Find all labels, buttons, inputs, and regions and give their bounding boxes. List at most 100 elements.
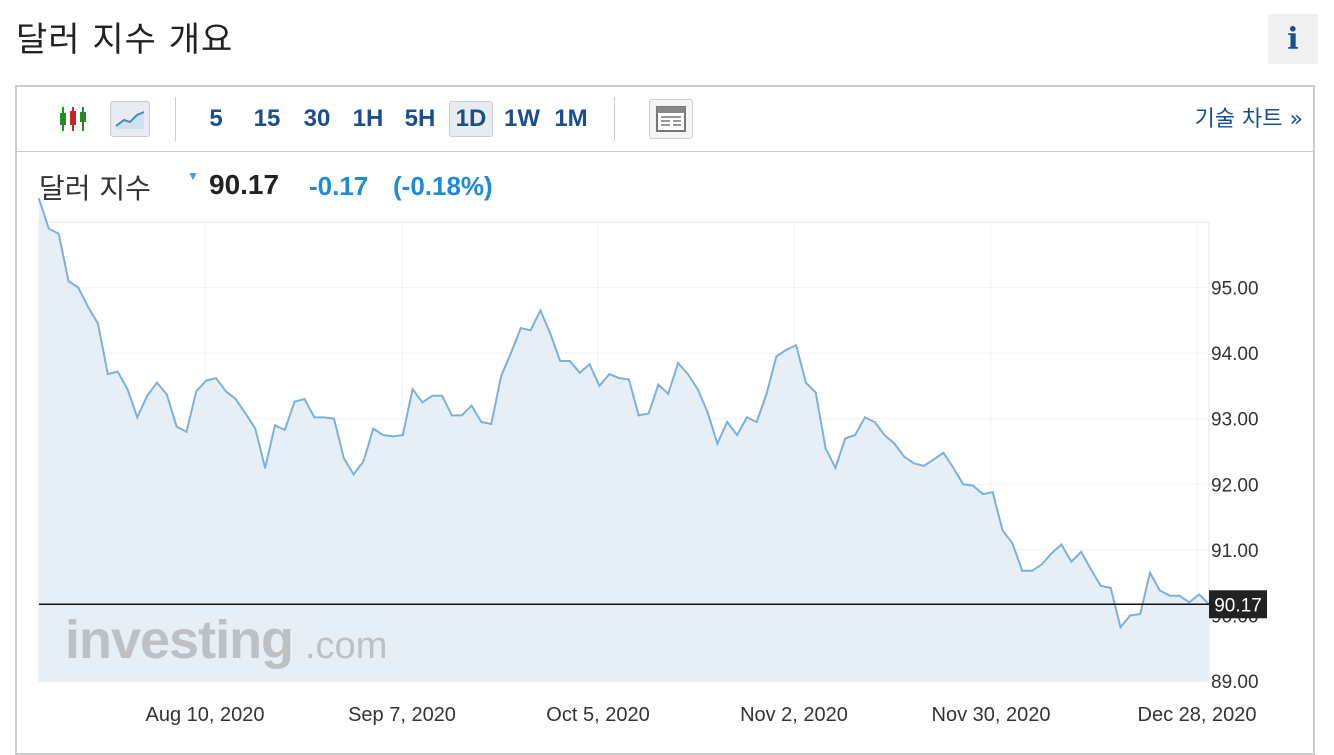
data-point xyxy=(509,352,512,355)
data-point xyxy=(352,473,355,476)
data-point xyxy=(1139,613,1142,616)
data-point xyxy=(539,309,542,312)
data-point xyxy=(323,416,326,419)
timeframe-30[interactable]: 30 xyxy=(303,105,331,132)
data-point xyxy=(126,388,129,391)
investing-watermark-suffix: .com xyxy=(305,625,387,667)
data-point xyxy=(647,412,650,415)
data-point xyxy=(1011,542,1014,545)
data-point xyxy=(293,400,296,403)
data-point xyxy=(106,373,109,376)
info-button[interactable]: i xyxy=(1268,14,1318,64)
data-point xyxy=(578,371,581,374)
data-point xyxy=(824,447,827,450)
data-point xyxy=(205,379,208,382)
y-tick-label: 93.00 xyxy=(1211,410,1259,431)
data-point xyxy=(962,483,965,486)
investing-watermark: investing xyxy=(65,610,293,670)
data-point xyxy=(1178,594,1181,597)
data-point xyxy=(480,420,483,423)
candlestick-icon[interactable] xyxy=(53,101,93,137)
data-point xyxy=(667,392,670,395)
data-point xyxy=(696,388,699,391)
data-point xyxy=(431,394,434,397)
data-point xyxy=(765,392,768,395)
chart-widget: 5 15 30 1H 5H 1D 1W 1M 기술 차트 » 달러 지수 ▼ 9… xyxy=(15,85,1315,755)
data-point xyxy=(775,355,778,358)
timeframe-5h[interactable]: 5H xyxy=(404,105,436,132)
data-point xyxy=(283,428,286,431)
chart-toolbar: 5 15 30 1H 5H 1D 1W 1M 기술 차트 » xyxy=(17,87,1313,152)
down-arrow-icon: ▼ xyxy=(187,169,199,183)
data-point xyxy=(1168,594,1171,597)
data-point xyxy=(932,458,935,461)
area-fill xyxy=(39,199,1209,681)
data-point xyxy=(362,460,365,463)
data-point xyxy=(401,434,404,437)
x-tick-label: Nov 2, 2020 xyxy=(740,704,848,726)
y-tick-label: 95.00 xyxy=(1211,279,1259,300)
data-point xyxy=(893,442,896,445)
data-point xyxy=(1031,569,1034,572)
data-point xyxy=(686,373,689,376)
news-layout-icon[interactable] xyxy=(649,99,693,139)
data-point xyxy=(470,404,473,407)
current-price-label: 90.17 xyxy=(1214,595,1262,616)
data-point xyxy=(490,422,493,425)
data-point xyxy=(1188,601,1191,604)
data-point xyxy=(391,435,394,438)
timeframe-1h[interactable]: 1H xyxy=(352,105,384,132)
data-point xyxy=(873,420,876,423)
data-point xyxy=(1060,543,1063,546)
toolbar-divider xyxy=(614,97,615,141)
data-point xyxy=(991,491,994,494)
data-point xyxy=(834,466,837,469)
data-point xyxy=(952,466,955,469)
y-tick-label: 94.00 xyxy=(1211,344,1259,365)
data-point xyxy=(116,370,119,373)
data-point xyxy=(657,383,660,386)
data-point xyxy=(1090,568,1093,571)
data-point xyxy=(981,493,984,496)
data-point xyxy=(922,464,925,467)
data-point xyxy=(559,360,562,363)
data-point xyxy=(795,344,798,347)
data-point xyxy=(637,414,640,417)
data-point xyxy=(313,416,316,419)
data-point xyxy=(942,451,945,454)
y-tick-label: 91.00 xyxy=(1211,541,1259,562)
data-point xyxy=(87,306,90,309)
timeframe-5[interactable]: 5 xyxy=(209,105,223,132)
x-tick-label: Oct 5, 2020 xyxy=(546,704,649,726)
timeframe-1m[interactable]: 1M xyxy=(554,105,588,132)
quote-change: -0.17 xyxy=(309,171,369,201)
data-point xyxy=(1040,563,1043,566)
data-point xyxy=(450,414,453,417)
timeframe-15[interactable]: 15 xyxy=(253,105,281,132)
data-point xyxy=(77,286,80,289)
current-price-badge xyxy=(1209,590,1267,619)
x-tick-label: Dec 28, 2020 xyxy=(1138,704,1257,726)
timeframe-1d[interactable]: 1D xyxy=(449,101,493,137)
timeframe-1w[interactable]: 1W xyxy=(504,105,540,132)
x-tick-label: Aug 10, 2020 xyxy=(146,704,265,726)
data-point xyxy=(568,360,571,363)
data-point xyxy=(234,398,237,401)
data-point xyxy=(146,394,149,397)
data-point xyxy=(745,416,748,419)
data-point xyxy=(67,280,70,283)
data-point xyxy=(804,381,807,384)
data-point xyxy=(755,420,758,423)
data-point xyxy=(165,393,168,396)
data-point xyxy=(264,466,267,469)
data-point xyxy=(785,348,788,351)
data-point xyxy=(195,390,198,393)
data-point xyxy=(1001,529,1004,532)
toolbar-divider xyxy=(175,97,176,141)
line-chart-icon[interactable] xyxy=(110,101,150,137)
data-point xyxy=(913,462,916,465)
technical-chart-link[interactable]: 기술 차트 » xyxy=(1194,107,1303,132)
data-point xyxy=(863,416,866,419)
data-point xyxy=(1198,593,1201,596)
